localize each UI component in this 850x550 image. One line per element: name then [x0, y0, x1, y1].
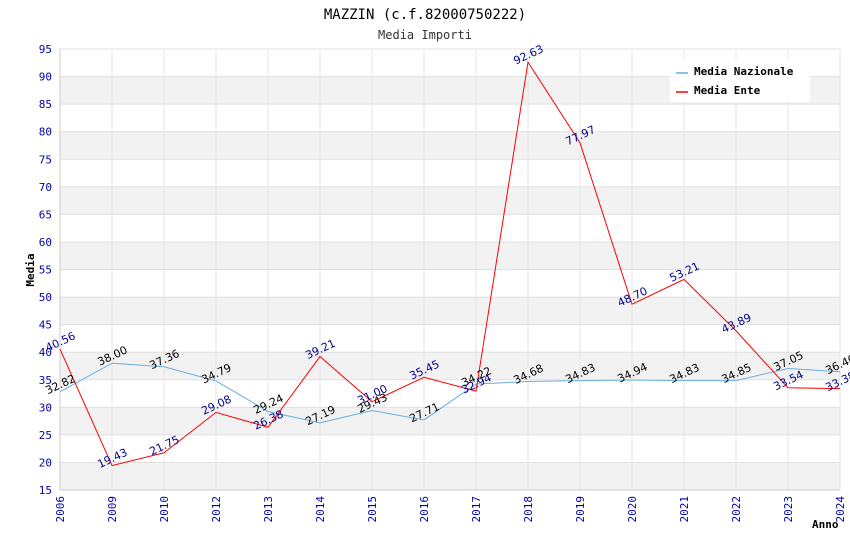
grid-band: [60, 186, 840, 215]
grid-band: [60, 297, 840, 325]
x-tick-label: 2012: [210, 496, 223, 523]
series-lines: [59, 60, 841, 467]
x-tick-label: 2016: [418, 496, 431, 523]
y-tick-label: 70: [39, 181, 52, 194]
y-tick-label: 75: [39, 153, 52, 166]
x-tick-label: 2022: [730, 496, 743, 523]
y-tick-label: 40: [39, 346, 52, 359]
x-tick-label: 2013: [262, 496, 275, 523]
grid-band: [60, 131, 840, 160]
legend-label-ente: Media Ente: [694, 84, 761, 97]
grid-band: [60, 407, 840, 435]
y-tick-label: 15: [39, 484, 52, 497]
y-axis-label: Media: [24, 253, 37, 286]
x-tick-label: 2015: [366, 496, 379, 523]
series-line-1: [59, 60, 841, 467]
y-tick-label: 30: [39, 401, 52, 414]
series-line-0: [59, 362, 841, 424]
y-tick-label: 50: [39, 291, 52, 304]
data-label: 21.75: [147, 433, 181, 458]
legend-label-nazionale: Media Nazionale: [694, 65, 794, 78]
x-tick-label: 2006: [54, 496, 67, 523]
y-tick-label: 20: [39, 456, 52, 469]
y-tick-label: 85: [39, 98, 52, 111]
x-tick-label: 2017: [470, 496, 483, 523]
x-tick-label: 2021: [678, 496, 691, 523]
grid-band: [60, 352, 840, 380]
x-tick-label: 2020: [626, 496, 639, 523]
y-tick-label: 55: [39, 264, 52, 277]
x-axis-label: Anno: [812, 518, 839, 531]
x-tick-label: 2010: [158, 496, 171, 523]
grid-band: [60, 462, 840, 490]
y-tick-label: 65: [39, 208, 52, 221]
grid-band: [60, 241, 840, 270]
x-tick-label: 2014: [314, 496, 327, 523]
x-tick-label: 2018: [522, 496, 535, 523]
y-tick-label: 90: [39, 71, 52, 84]
legend-box: [670, 60, 810, 102]
chart-subtitle: Media Importi: [378, 28, 472, 42]
x-tick-label: 2023: [782, 496, 795, 523]
legend: Media Nazionale Media Ente: [670, 60, 810, 102]
x-tick-label: 2019: [574, 496, 587, 523]
y-tick-label: 95: [39, 43, 52, 56]
chart-title: MAZZIN (c.f.82000750222): [324, 7, 526, 23]
plot-grid: [59, 48, 841, 491]
y-tick-label: 25: [39, 429, 52, 442]
y-tick-label: 60: [39, 236, 52, 249]
x-tick-label: 2009: [106, 496, 119, 523]
y-tick-label: 35: [39, 374, 52, 387]
y-tick-label: 80: [39, 126, 52, 139]
y-tick-label: 45: [39, 319, 52, 332]
x-tick-label: 2024: [834, 496, 847, 523]
axes: 15 20 25 30 35 40 45 50 55 60 65 70 75 80 85 90 95 2006 20…: [39, 43, 847, 523]
